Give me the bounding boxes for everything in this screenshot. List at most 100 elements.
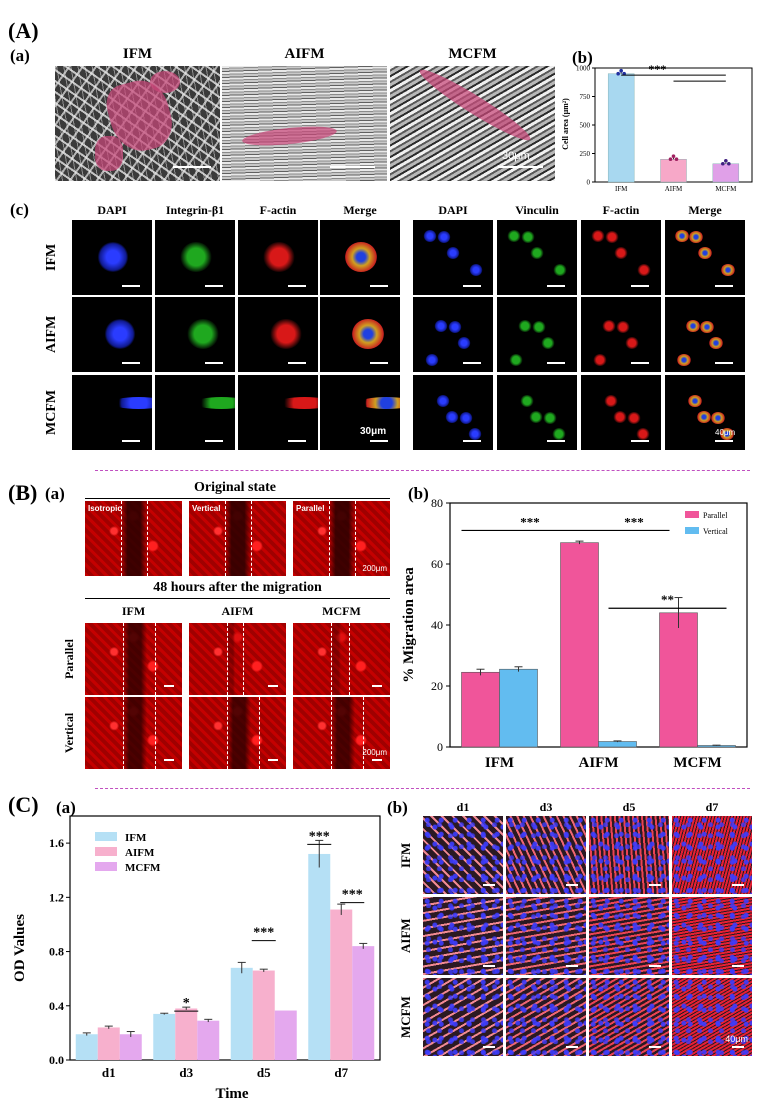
prolif-row-label: AIFM bbox=[398, 918, 413, 954]
prolif-image-tile bbox=[672, 816, 752, 894]
if-cell-shape bbox=[345, 242, 377, 272]
if-cell-shape bbox=[263, 242, 295, 272]
panel-c-b-label: (b) bbox=[387, 798, 408, 817]
prolif-column-header: d7 bbox=[705, 800, 719, 814]
if-left-header: DAPI bbox=[97, 203, 127, 217]
if-cell-shape bbox=[720, 428, 734, 440]
if-scale-bar bbox=[370, 285, 388, 287]
prolif-image-tile bbox=[672, 897, 752, 975]
od-ytick-label: 1.2 bbox=[49, 890, 64, 904]
if-image-tile bbox=[581, 297, 661, 372]
if-left-header: Integrin-β1 bbox=[165, 203, 225, 217]
if-scale-bar bbox=[205, 285, 223, 287]
sem-image-mcfm: 30μm bbox=[390, 66, 555, 181]
if-cell-shape bbox=[423, 230, 437, 242]
if-cell-shape bbox=[689, 231, 703, 243]
if-scale-bar bbox=[715, 362, 733, 364]
od-bar bbox=[230, 967, 253, 1060]
original-state-tile: Isotropic bbox=[85, 501, 182, 576]
prolif-column-header: d1 bbox=[456, 800, 470, 814]
if-scale-bar bbox=[288, 440, 306, 442]
prolif-image-tile bbox=[589, 897, 669, 975]
od-sig-label: *** bbox=[253, 926, 274, 941]
cell-area-ytick-label: 0 bbox=[587, 179, 591, 187]
od-ytick-label: 0.8 bbox=[49, 945, 64, 959]
scratch-gap bbox=[331, 697, 355, 769]
migration-scale-bar bbox=[164, 685, 174, 687]
if-cell-shape bbox=[700, 321, 714, 333]
original-state-tile: Vertical bbox=[189, 501, 286, 576]
if-cell-shape bbox=[104, 319, 136, 349]
if-cell-shape bbox=[543, 412, 557, 424]
cell-area-ytick-label: 750 bbox=[580, 93, 591, 101]
if-right-scale-text: 40μm bbox=[715, 428, 736, 437]
migration-legend-label: Vertical bbox=[703, 527, 729, 536]
original-tile-label: Parallel bbox=[296, 504, 325, 513]
if-cell-shape bbox=[627, 412, 641, 424]
prolif-scale-bar bbox=[566, 884, 578, 886]
od-legend-label: MCFM bbox=[125, 862, 161, 874]
cell-area-point bbox=[724, 158, 728, 163]
migration-tile: 200μm bbox=[293, 697, 390, 769]
if-scale-bar bbox=[547, 362, 565, 364]
od-bar bbox=[97, 1027, 120, 1060]
od-bar bbox=[352, 946, 375, 1060]
if-cell-shape bbox=[434, 320, 448, 332]
if-cell-shape bbox=[616, 321, 630, 333]
panel-b-a-label: (a) bbox=[45, 484, 65, 503]
if-cell-shape bbox=[675, 230, 689, 242]
if-cell-shape bbox=[445, 411, 459, 423]
if-cell-shape bbox=[352, 319, 384, 349]
sem-header-ifm: IFM bbox=[122, 46, 153, 62]
if-cell-shape bbox=[187, 319, 219, 349]
if-cell-shape bbox=[677, 354, 691, 366]
if-cell-shape bbox=[448, 321, 462, 333]
migration-sig-label: *** bbox=[520, 514, 540, 529]
prolif-image-tile bbox=[506, 978, 586, 1056]
od-values-chart: OD Values Time 0.00.40.81.21.6d1 d3 d5 d7**… bbox=[12, 815, 381, 1102]
if-scale-bar bbox=[370, 440, 388, 442]
if-cell-shape bbox=[457, 337, 471, 349]
cell-area-chart: Cell area (μm²) 0 250 500 750 1000 IFM AIFM MCF… bbox=[561, 62, 753, 193]
if-image-tile bbox=[413, 375, 493, 450]
scratch-gap bbox=[123, 697, 147, 769]
prolif-row-label: IFM bbox=[398, 842, 413, 868]
migration-sig-label: ** bbox=[661, 592, 674, 607]
cell-area-point bbox=[674, 157, 679, 161]
if-scale-bar bbox=[463, 285, 481, 287]
after-migration-rule bbox=[85, 598, 390, 599]
prolif-scale-bar bbox=[649, 1046, 661, 1048]
if-image-tile bbox=[155, 375, 235, 450]
panel-b-label: (B) bbox=[8, 480, 38, 505]
if-cell-shape bbox=[605, 231, 619, 243]
if-cell-shape bbox=[180, 242, 212, 272]
if-cell-shape bbox=[111, 397, 152, 409]
if-image-tile bbox=[413, 297, 493, 372]
if-scale-bar bbox=[370, 362, 388, 364]
scratch-edge bbox=[331, 623, 332, 695]
if-cell-shape bbox=[359, 397, 400, 409]
migration-column-header: MCFM bbox=[322, 604, 361, 618]
prolif-scale-bar bbox=[483, 965, 495, 967]
od-sig-label: *** bbox=[342, 888, 363, 903]
if-right-header: Merge bbox=[688, 203, 722, 217]
od-bar bbox=[252, 970, 275, 1060]
if-image-tile bbox=[497, 297, 577, 372]
scratch-edge bbox=[329, 501, 330, 576]
scratch-edge bbox=[121, 501, 122, 576]
od-xtick-label: d7 bbox=[334, 1065, 348, 1080]
if-scale-bar bbox=[547, 285, 565, 287]
if-cell-shape bbox=[270, 319, 302, 349]
migration-bar bbox=[560, 542, 599, 748]
if-cell-shape bbox=[552, 428, 566, 440]
cell-area-ylabel: Cell area (μm²) bbox=[561, 98, 570, 150]
scratch-gap bbox=[329, 501, 355, 576]
cell-area-xtick-label: AIFM bbox=[665, 185, 683, 193]
migration-row-label: Parallel bbox=[62, 639, 76, 679]
sem-header-mcfm: MCFM bbox=[448, 46, 497, 62]
migration-legend-swatch bbox=[685, 527, 699, 534]
cell-area-ytick-label: 250 bbox=[580, 150, 591, 158]
scratch-edge bbox=[147, 501, 148, 576]
if-cell-shape bbox=[194, 397, 235, 409]
